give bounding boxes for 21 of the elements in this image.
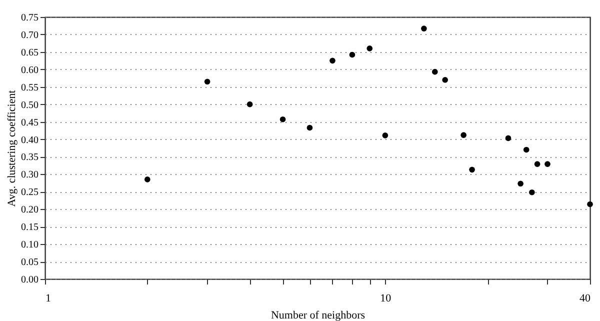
y-tick-label: 0.75 [21, 12, 38, 24]
y-tick-label: 0.55 [21, 82, 38, 94]
y-tick-label: 0.60 [21, 64, 38, 76]
y-tick-label: 0.15 [21, 222, 38, 234]
y-tick-label: 0.20 [21, 204, 38, 216]
x-axis-title: Number of neighbors [270, 310, 366, 321]
x-tick-label: 1 [46, 292, 51, 304]
y-tick-label: 0.40 [21, 134, 38, 146]
y-tick-label: 0.25 [21, 187, 38, 198]
y-tick-label: 0.05 [21, 257, 38, 268]
x-tick-label: 10 [380, 292, 392, 304]
y-tick-label: 0.70 [21, 30, 38, 41]
x-tick-label: 40 [580, 292, 591, 304]
y-tick-label: 0.10 [21, 240, 38, 251]
y-tick-label: 0.00 [21, 274, 38, 286]
y-tick-label: 0.45 [21, 117, 38, 128]
y-tick-label: 0.35 [21, 152, 38, 164]
y-tick-label: 0.65 [21, 47, 38, 58]
y-axis-title: Avg. clustering coefficient [6, 90, 18, 207]
y-tick-label: 0.30 [21, 170, 38, 181]
y-tick-label: 0.50 [21, 100, 38, 111]
